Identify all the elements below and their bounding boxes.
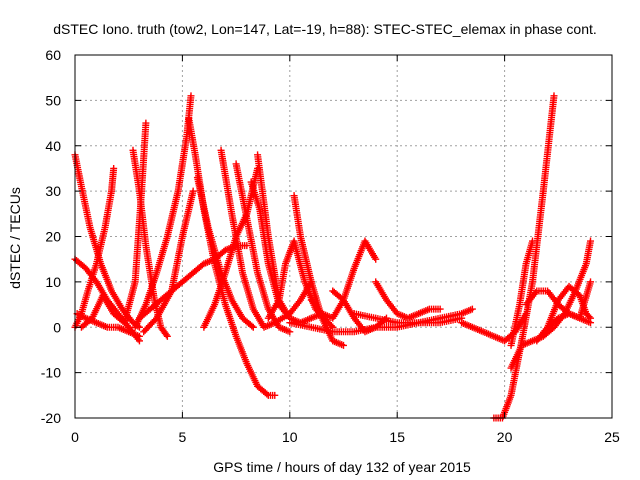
axis-ticks: -20 -10 0 10 20 30 40 50 60 0 5 10 15 20 25 [41, 47, 620, 445]
data-series [71, 164, 118, 331]
data-point [372, 255, 380, 263]
y-tick-label: 50 [45, 92, 61, 108]
data-series [307, 237, 380, 322]
y-tick-label: 40 [45, 138, 61, 154]
data-series [350, 305, 476, 327]
data-point [468, 305, 476, 313]
data-series [131, 92, 195, 331]
data-point [248, 322, 256, 330]
data-point [189, 187, 197, 195]
data-point [587, 237, 595, 245]
data-series [193, 174, 257, 331]
data-point [286, 328, 294, 336]
data-point [163, 332, 171, 340]
y-tick-label: -10 [41, 365, 61, 381]
y-tick-label: -20 [41, 410, 61, 426]
x-tick-label: 0 [71, 429, 79, 445]
data-series [372, 278, 444, 322]
x-tick-label: 10 [282, 429, 298, 445]
y-tick-label: 10 [45, 274, 61, 290]
plot-area [71, 92, 595, 422]
data-point [110, 164, 118, 172]
data-series [232, 160, 294, 336]
y-tick-label: 20 [45, 229, 61, 245]
data-series [264, 237, 337, 331]
data-series [544, 282, 595, 331]
data-point [142, 119, 150, 127]
x-tick-label: 15 [389, 429, 405, 445]
data-series [140, 187, 197, 336]
grid-lines [75, 55, 612, 418]
data-point [187, 92, 195, 100]
y-tick-label: 30 [45, 183, 61, 199]
data-series [73, 310, 143, 340]
data-point [263, 390, 271, 398]
data-point [587, 278, 595, 286]
data-point [585, 313, 593, 321]
x-tick-label: 25 [604, 429, 620, 445]
data-series [507, 237, 537, 349]
data-point [550, 92, 558, 100]
data-point [436, 305, 444, 313]
data-point [135, 332, 143, 340]
data-point [529, 237, 537, 245]
x-axis-label: GPS time / hours of day 132 of year 2015 [213, 459, 471, 475]
data-point [271, 391, 279, 399]
y-tick-label: 0 [53, 319, 61, 335]
data-point [249, 323, 257, 331]
x-tick-label: 5 [179, 429, 187, 445]
data-point [340, 341, 347, 349]
chart-title: dSTEC Iono. truth (tow2, Lon=147, Lat=-1… [53, 21, 597, 37]
data-point [587, 314, 595, 322]
data-point [162, 331, 170, 339]
y-tick-label: 60 [45, 47, 61, 63]
y-axis-label: dSTEC / TECUs [7, 187, 23, 289]
x-tick-label: 20 [497, 429, 513, 445]
